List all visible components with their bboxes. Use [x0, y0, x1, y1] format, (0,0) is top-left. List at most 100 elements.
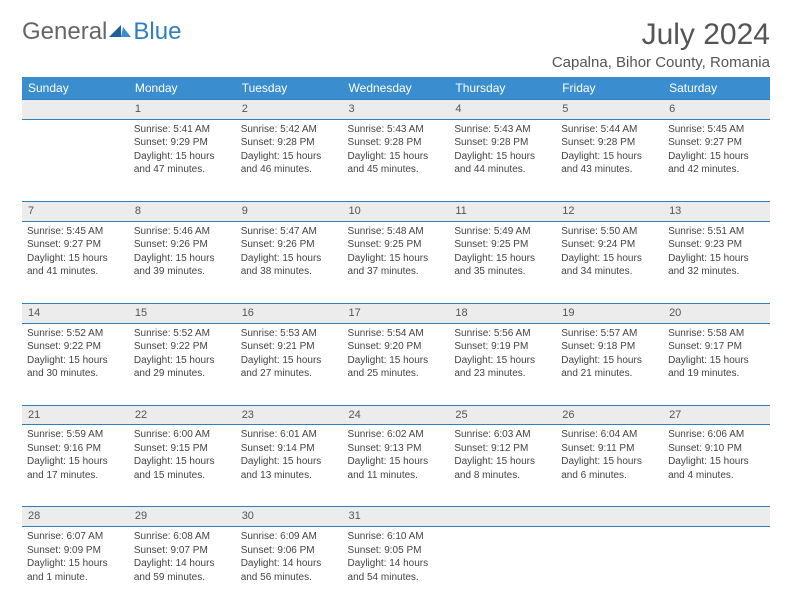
day-number: 2: [236, 100, 343, 120]
day2-text: and 32 minutes.: [668, 265, 765, 279]
day2-text: and 42 minutes.: [668, 163, 765, 177]
day-number: [22, 100, 129, 120]
day1-text: Daylight: 14 hours: [348, 557, 445, 571]
day1-text: Daylight: 15 hours: [668, 150, 765, 164]
sunset-text: Sunset: 9:17 PM: [668, 340, 765, 354]
day1-text: Daylight: 15 hours: [27, 455, 124, 469]
sunset-text: Sunset: 9:28 PM: [454, 136, 551, 150]
logo: General Blue: [22, 18, 181, 46]
day1-text: Daylight: 15 hours: [561, 455, 658, 469]
sunset-text: Sunset: 9:05 PM: [348, 544, 445, 558]
day-cell: Sunrise: 5:45 AMSunset: 9:27 PMDaylight:…: [663, 119, 770, 201]
day-number: 25: [449, 405, 556, 425]
sunrise-text: Sunrise: 6:08 AM: [134, 530, 231, 544]
sunrise-text: Sunrise: 6:02 AM: [348, 428, 445, 442]
weekday-header: Sunday: [22, 77, 129, 100]
day-cell: Sunrise: 6:06 AMSunset: 9:10 PMDaylight:…: [663, 425, 770, 507]
day-number: 18: [449, 303, 556, 323]
day-number: 30: [236, 507, 343, 527]
sunrise-text: Sunrise: 5:58 AM: [668, 327, 765, 341]
day-cell: Sunrise: 5:49 AMSunset: 9:25 PMDaylight:…: [449, 221, 556, 303]
title-block: July 2024 Capalna, Bihor County, Romania: [552, 18, 770, 71]
day-number: 7: [22, 201, 129, 221]
day1-text: Daylight: 15 hours: [27, 557, 124, 571]
day-number: 20: [663, 303, 770, 323]
calendar-table: Sunday Monday Tuesday Wednesday Thursday…: [22, 77, 770, 609]
sunset-text: Sunset: 9:21 PM: [241, 340, 338, 354]
daynum-row: 28293031: [22, 507, 770, 527]
sunrise-text: Sunrise: 5:48 AM: [348, 225, 445, 239]
sunrise-text: Sunrise: 5:49 AM: [454, 225, 551, 239]
sunset-text: Sunset: 9:19 PM: [454, 340, 551, 354]
day2-text: and 1 minute.: [27, 571, 124, 585]
day-cell: Sunrise: 6:01 AMSunset: 9:14 PMDaylight:…: [236, 425, 343, 507]
sunset-text: Sunset: 9:23 PM: [668, 238, 765, 252]
day-number: 27: [663, 405, 770, 425]
day-cell: Sunrise: 5:42 AMSunset: 9:28 PMDaylight:…: [236, 119, 343, 201]
day1-text: Daylight: 15 hours: [27, 252, 124, 266]
day1-text: Daylight: 15 hours: [454, 455, 551, 469]
day2-text: and 56 minutes.: [241, 571, 338, 585]
day1-text: Daylight: 15 hours: [134, 354, 231, 368]
day2-text: and 38 minutes.: [241, 265, 338, 279]
day-number: 11: [449, 201, 556, 221]
weekday-header: Tuesday: [236, 77, 343, 100]
day2-text: and 23 minutes.: [454, 367, 551, 381]
location: Capalna, Bihor County, Romania: [552, 54, 770, 71]
sunset-text: Sunset: 9:22 PM: [134, 340, 231, 354]
day-number: [663, 507, 770, 527]
day1-text: Daylight: 15 hours: [241, 252, 338, 266]
sunset-text: Sunset: 9:12 PM: [454, 442, 551, 456]
sunset-text: Sunset: 9:20 PM: [348, 340, 445, 354]
sunset-text: Sunset: 9:09 PM: [27, 544, 124, 558]
day-cell: Sunrise: 5:58 AMSunset: 9:17 PMDaylight:…: [663, 323, 770, 405]
day1-text: Daylight: 15 hours: [134, 252, 231, 266]
day2-text: and 17 minutes.: [27, 469, 124, 483]
day-cell: [663, 527, 770, 609]
day-cell: Sunrise: 5:52 AMSunset: 9:22 PMDaylight:…: [129, 323, 236, 405]
day2-text: and 44 minutes.: [454, 163, 551, 177]
sunrise-text: Sunrise: 5:43 AM: [348, 123, 445, 137]
day2-text: and 34 minutes.: [561, 265, 658, 279]
day1-text: Daylight: 15 hours: [27, 354, 124, 368]
logo-text-2: Blue: [133, 18, 181, 46]
day-cell: [556, 527, 663, 609]
day2-text: and 21 minutes.: [561, 367, 658, 381]
day2-text: and 39 minutes.: [134, 265, 231, 279]
day-number: 22: [129, 405, 236, 425]
weekday-header: Wednesday: [343, 77, 450, 100]
day1-text: Daylight: 15 hours: [348, 354, 445, 368]
day1-text: Daylight: 15 hours: [454, 354, 551, 368]
sunrise-text: Sunrise: 5:42 AM: [241, 123, 338, 137]
sunrise-text: Sunrise: 5:59 AM: [27, 428, 124, 442]
day-number: 13: [663, 201, 770, 221]
day-cell: Sunrise: 5:54 AMSunset: 9:20 PMDaylight:…: [343, 323, 450, 405]
day-cell: Sunrise: 6:02 AMSunset: 9:13 PMDaylight:…: [343, 425, 450, 507]
day-cell: Sunrise: 6:03 AMSunset: 9:12 PMDaylight:…: [449, 425, 556, 507]
day-cell: Sunrise: 5:47 AMSunset: 9:26 PMDaylight:…: [236, 221, 343, 303]
sunset-text: Sunset: 9:16 PM: [27, 442, 124, 456]
day2-text: and 41 minutes.: [27, 265, 124, 279]
sunset-text: Sunset: 9:28 PM: [241, 136, 338, 150]
sunrise-text: Sunrise: 5:45 AM: [668, 123, 765, 137]
day-cell: Sunrise: 5:59 AMSunset: 9:16 PMDaylight:…: [22, 425, 129, 507]
sunrise-text: Sunrise: 6:03 AM: [454, 428, 551, 442]
sunset-text: Sunset: 9:14 PM: [241, 442, 338, 456]
logo-text-1: General: [22, 18, 107, 46]
day2-text: and 29 minutes.: [134, 367, 231, 381]
day2-text: and 43 minutes.: [561, 163, 658, 177]
day1-text: Daylight: 15 hours: [668, 455, 765, 469]
sunrise-text: Sunrise: 6:10 AM: [348, 530, 445, 544]
header: General Blue July 2024 Capalna, Bihor Co…: [22, 18, 770, 71]
day-cell: Sunrise: 5:41 AMSunset: 9:29 PMDaylight:…: [129, 119, 236, 201]
day2-text: and 30 minutes.: [27, 367, 124, 381]
day-number: 31: [343, 507, 450, 527]
weekday-header: Friday: [556, 77, 663, 100]
day-number: 17: [343, 303, 450, 323]
weekday-header: Thursday: [449, 77, 556, 100]
sunrise-text: Sunrise: 5:52 AM: [134, 327, 231, 341]
day-cell: Sunrise: 6:04 AMSunset: 9:11 PMDaylight:…: [556, 425, 663, 507]
sunrise-text: Sunrise: 5:41 AM: [134, 123, 231, 137]
day-number: 8: [129, 201, 236, 221]
sunset-text: Sunset: 9:22 PM: [27, 340, 124, 354]
